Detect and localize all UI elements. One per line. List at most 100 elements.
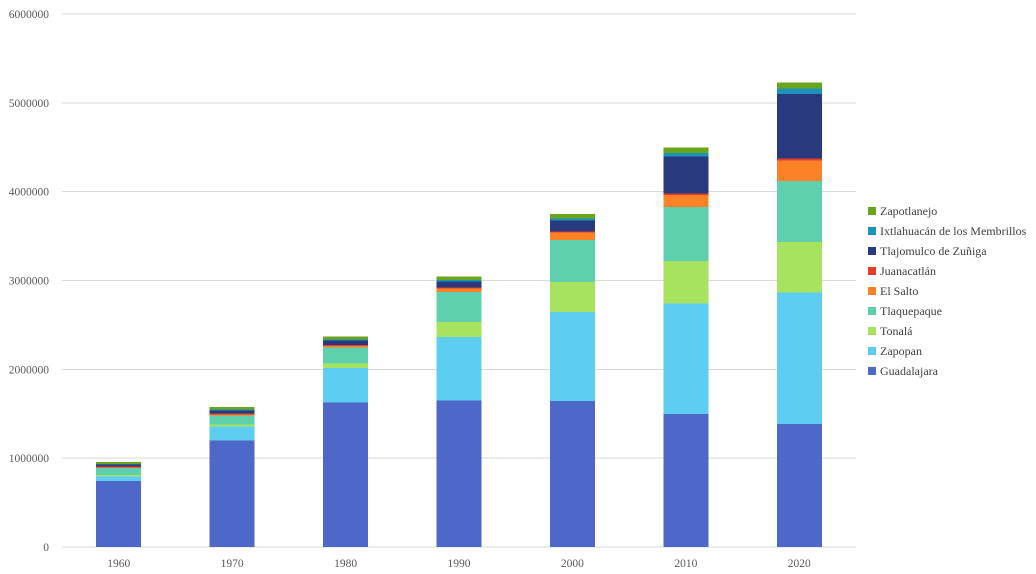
bar-segment-1990-guadalajara <box>436 400 482 547</box>
bar-segment-2020-guadalajara <box>776 423 822 547</box>
y-tick-label: 4000000 <box>9 187 50 199</box>
bar-segment-1990-el-salto <box>436 288 482 293</box>
bar-segment-2020-tlaquepaque <box>776 181 822 243</box>
bar-segment-1990-zapopan <box>436 337 482 401</box>
bar-segment-1960-zapotlanejo <box>96 462 142 464</box>
bar-segment-2020-zapotlanejo <box>776 82 822 89</box>
legend-item-label: El Salto <box>880 284 919 298</box>
bar-segment-1970-zapopan <box>209 426 255 441</box>
legend-item: Tlajomulco de Zuñiga <box>868 241 1026 261</box>
legend: Zapotlanejo Ixtlahuacán de los Membrillos… <box>868 201 1026 381</box>
legend-item: Tonalá <box>868 321 1026 341</box>
bar-segment-2000-guadalajara <box>549 400 595 547</box>
legend-item: Zapotlanejo <box>868 201 1026 221</box>
bar-segment-1970-zapotlanejo <box>209 407 255 410</box>
y-tick-label: 5000000 <box>9 98 50 110</box>
bar-segment-1980-zapotlanejo <box>323 336 369 340</box>
bar-segment-1980-zapopan <box>323 367 369 403</box>
bar-segment-1960-tlajomulco-de-zu-iga <box>96 464 142 467</box>
y-tick-label: 3000000 <box>9 276 50 288</box>
y-tick-label: 2000000 <box>9 364 50 376</box>
bar-segment-1960-el-salto <box>96 467 142 469</box>
bar-segment-2020-zapopan <box>776 292 822 424</box>
bar-segment-1990-juanacatl-n <box>436 287 482 289</box>
bar-segment-2000-zapotlanejo <box>549 214 595 219</box>
x-tick-label: 2000 <box>561 558 584 570</box>
legend-item-label: Zapopan <box>880 344 922 358</box>
bar-segment-1990-tlaquepaque <box>436 292 482 323</box>
legend-item: El Salto <box>868 281 1026 301</box>
bar-segment-2000-tonal- <box>549 281 595 312</box>
legend-swatch-icon <box>868 247 876 255</box>
legend-swatch-icon <box>868 227 876 235</box>
legend-item-label: Tlajomulco de Zuñiga <box>880 244 987 258</box>
bar-segment-1970-guadalajara <box>209 440 255 547</box>
bar-segment-1980-guadalajara <box>323 402 369 547</box>
bar-segment-2010-zapopan <box>663 303 709 415</box>
bar-segment-2000-juanacatl-n <box>549 231 595 233</box>
bar-segment-1980-tlajomulco-de-zu-iga <box>323 340 369 346</box>
bar-segment-1990-tonal- <box>436 322 482 338</box>
legend-item-label: Zapotlanejo <box>880 204 938 218</box>
bar-segment-1980-el-salto <box>323 345 369 348</box>
y-tick-label: 6000000 <box>9 9 50 21</box>
x-tick-label: 1960 <box>107 558 130 570</box>
bar-segment-1960-tlaquepaque <box>96 468 142 475</box>
y-tick-label: 0 <box>43 542 49 554</box>
bar-segment-2020-juanacatl-n <box>776 158 822 161</box>
legend-item-label: Tlaquepaque <box>880 304 942 318</box>
bar-segment-2000-el-salto <box>549 232 595 240</box>
bar-segment-2020-ixtlahuac-n-de-los-membrillos <box>776 88 822 95</box>
x-tick-label: 2020 <box>788 558 811 570</box>
bar-segment-1980-tlaquepaque <box>323 347 369 364</box>
legend-item: Ixtlahuacán de los Membrillos <box>868 221 1026 241</box>
bar-segment-2000-ixtlahuac-n-de-los-membrillos <box>549 218 595 221</box>
bar-segment-1980-ixtlahuac-n-de-los-membrillos <box>323 339 369 341</box>
bar-segment-2000-tlaquepaque <box>549 239 595 282</box>
bar-segment-2010-juanacatl-n <box>663 193 709 195</box>
bar-segment-2010-el-salto <box>663 194 709 208</box>
bar-segment-2020-tonal- <box>776 242 822 293</box>
bar-segment-1970-tlaquepaque <box>209 415 255 425</box>
bar-segment-2000-tlajomulco-de-zu-iga <box>549 220 595 232</box>
legend-item-label: Juanacatlán <box>880 264 936 278</box>
bar-segment-1990-ixtlahuac-n-de-los-membrillos <box>436 280 482 282</box>
bar-segment-1980-juanacatl-n <box>323 345 369 346</box>
bar-segment-1970-ixtlahuac-n-de-los-membrillos <box>209 409 255 411</box>
x-tick-label: 1990 <box>448 558 471 570</box>
bar-segment-2010-guadalajara <box>663 414 709 547</box>
legend-swatch-icon <box>868 347 876 355</box>
bar-segment-1980-tonal- <box>323 363 369 368</box>
legend-item-label: Ixtlahuacán de los Membrillos <box>880 224 1027 238</box>
legend-swatch-icon <box>868 307 876 315</box>
bar-segment-1960-juanacatl-n <box>96 466 142 468</box>
bar-segment-2010-tlajomulco-de-zu-iga <box>663 156 709 194</box>
legend-swatch-icon <box>868 207 876 215</box>
bar-segment-1970-tonal- <box>209 424 255 427</box>
legend-item-label: Tonalá <box>880 324 913 338</box>
bar-segment-1990-zapotlanejo <box>436 276 482 281</box>
bar-segment-2010-ixtlahuac-n-de-los-membrillos <box>663 153 709 157</box>
bar-segment-2010-tlaquepaque <box>663 207 709 262</box>
bar-segment-2010-tonal- <box>663 261 709 304</box>
legend-item: Guadalajara <box>868 361 1026 381</box>
bar-segment-2020-tlajomulco-de-zu-iga <box>776 94 822 159</box>
bar-segment-1970-juanacatl-n <box>209 413 255 415</box>
legend-swatch-icon <box>868 287 876 295</box>
y-tick-label: 1000000 <box>9 453 50 465</box>
x-tick-label: 1970 <box>221 558 244 570</box>
bar-segment-2000-zapopan <box>549 311 595 401</box>
legend-swatch-icon <box>868 267 876 275</box>
bar-segment-2010-zapotlanejo <box>663 147 709 154</box>
legend-item: Juanacatlán <box>868 261 1026 281</box>
legend-item: Zapopan <box>868 341 1026 361</box>
bar-segment-1960-guadalajara <box>96 481 142 547</box>
legend-swatch-icon <box>868 367 876 375</box>
bar-segment-1970-tlajomulco-de-zu-iga <box>209 410 255 414</box>
legend-swatch-icon <box>868 327 876 335</box>
bar-segment-2020-el-salto <box>776 160 822 182</box>
legend-item: Tlaquepaque <box>868 301 1026 321</box>
bar-segment-1970-el-salto <box>209 414 255 416</box>
